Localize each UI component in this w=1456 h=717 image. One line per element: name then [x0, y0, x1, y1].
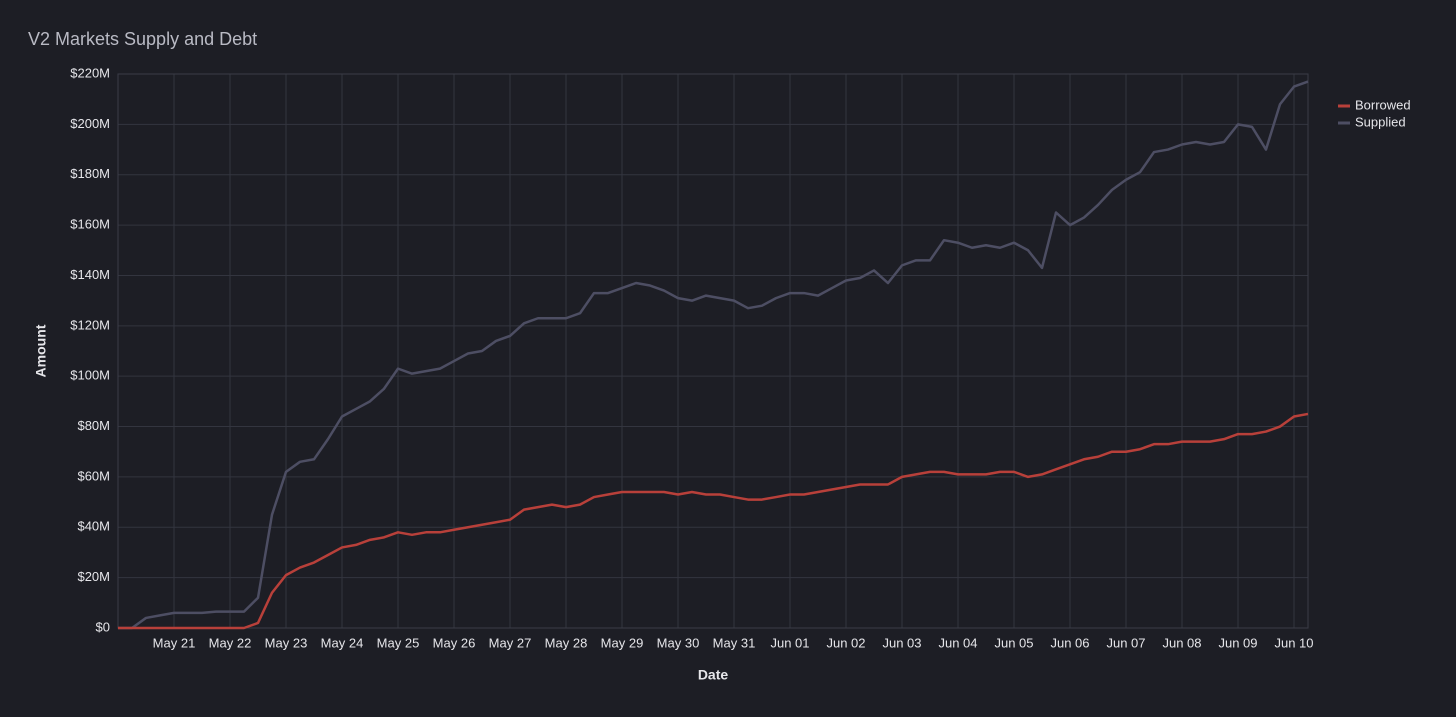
- x-tick-label: Jun 08: [1162, 635, 1201, 650]
- y-tick-label: $80M: [77, 418, 110, 433]
- y-tick-label: $40M: [77, 519, 110, 534]
- y-axis-title: Amount: [33, 324, 49, 377]
- x-tick-label: May 22: [209, 635, 252, 650]
- y-tick-label: $0: [96, 619, 110, 634]
- y-tick-label: $20M: [77, 569, 110, 584]
- y-tick-label: $100M: [70, 368, 110, 383]
- x-tick-label: Jun 02: [826, 635, 865, 650]
- x-tick-label: May 25: [377, 635, 420, 650]
- line-series: [118, 80, 1309, 630]
- x-tick-label: May 29: [601, 635, 644, 650]
- x-tick-label: Jun 03: [882, 635, 921, 650]
- plot-frame: [117, 73, 1309, 629]
- x-tick-label: May 21: [153, 635, 196, 650]
- x-tick-label: Jun 07: [1106, 635, 1145, 650]
- y-tick-label: $180M: [70, 166, 110, 181]
- x-tick-label: Jun 05: [994, 635, 1033, 650]
- y-tick-label: $140M: [70, 267, 110, 282]
- chart-title: V2 Markets Supply and Debt: [28, 29, 257, 49]
- legend-label: Supplied: [1355, 114, 1406, 129]
- x-axis-title: Date: [698, 667, 729, 683]
- x-tick-label: May 26: [433, 635, 476, 650]
- legend-label: Borrowed: [1355, 97, 1411, 112]
- x-tick-label: Jun 10: [1274, 635, 1313, 650]
- x-tick-label: May 31: [713, 635, 756, 650]
- x-tick-label: May 27: [489, 635, 532, 650]
- y-tick-label: $200M: [70, 116, 110, 131]
- x-tick-label: May 23: [265, 635, 308, 650]
- x-tick-label: Jun 06: [1050, 635, 1089, 650]
- y-tick-label: $60M: [77, 468, 110, 483]
- y-tick-label: $160M: [70, 217, 110, 232]
- x-tick-label: May 28: [545, 635, 588, 650]
- y-tick-label: $220M: [70, 65, 110, 80]
- x-tick-label: Jun 04: [938, 635, 977, 650]
- x-tick-label: May 30: [657, 635, 700, 650]
- x-tick-label: May 24: [321, 635, 364, 650]
- y-tick-label: $120M: [70, 317, 110, 332]
- x-tick-label: Jun 09: [1218, 635, 1257, 650]
- x-tick-label: Jun 01: [770, 635, 809, 650]
- line-series: [118, 412, 1309, 630]
